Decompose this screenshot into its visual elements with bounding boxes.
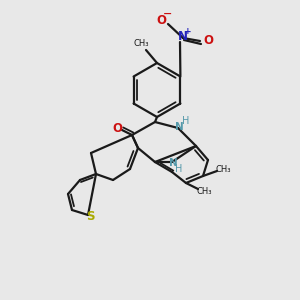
Text: CH₃: CH₃ bbox=[215, 166, 231, 175]
Text: N: N bbox=[175, 122, 183, 132]
Text: S: S bbox=[86, 209, 94, 223]
Text: CH₃: CH₃ bbox=[196, 187, 212, 196]
Text: N: N bbox=[178, 31, 188, 44]
Text: CH₃: CH₃ bbox=[133, 40, 149, 49]
Text: O: O bbox=[203, 34, 213, 47]
Text: +: + bbox=[184, 26, 192, 35]
Text: −: − bbox=[163, 9, 173, 19]
Text: H: H bbox=[175, 164, 183, 174]
Text: O: O bbox=[112, 122, 122, 134]
Text: O: O bbox=[156, 14, 166, 28]
Text: H: H bbox=[182, 116, 190, 126]
Text: N: N bbox=[169, 158, 177, 168]
